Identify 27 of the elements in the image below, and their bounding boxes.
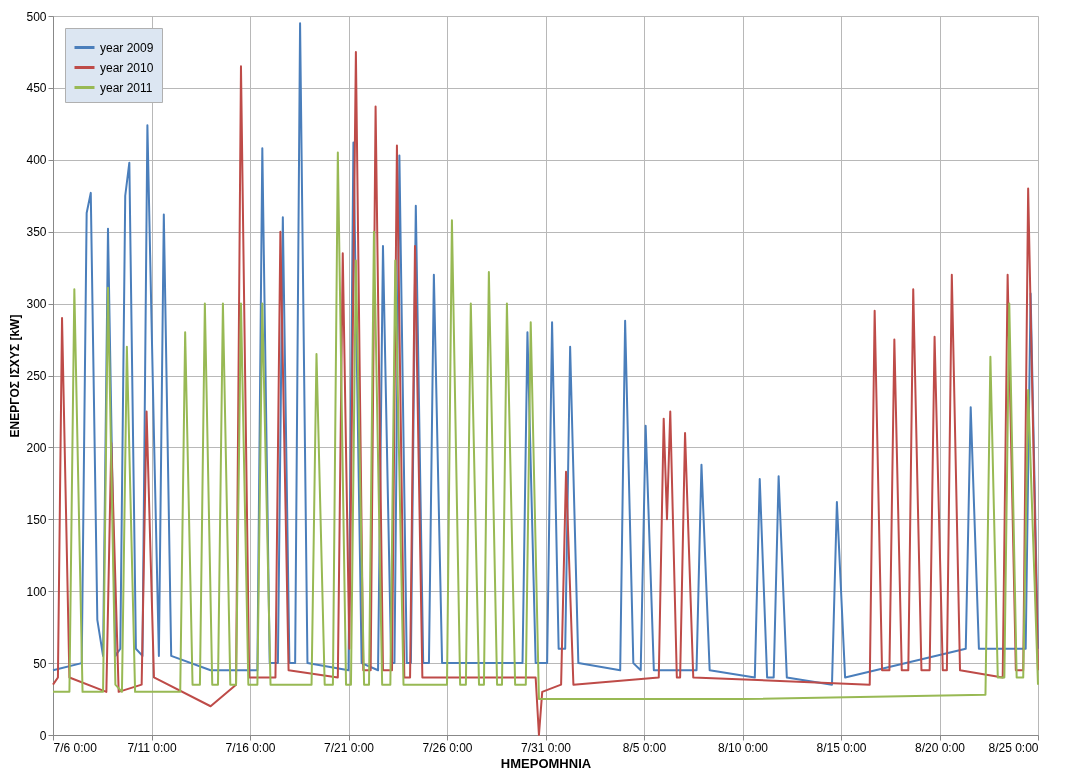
x-tick-label: 8/15 0:00 — [816, 740, 867, 755]
x-tick-label: 7/26 0:00 — [422, 740, 473, 755]
y-tick-label: 0 — [39, 728, 47, 743]
y-tick-label: 500 — [26, 9, 47, 24]
x-tick-label: 8/20 0:00 — [914, 740, 966, 755]
x-tick-label: 8/5 0:00 — [622, 740, 667, 755]
legend-label: year 2011 — [100, 80, 153, 95]
x-tick-label: 7/21 0:00 — [323, 740, 375, 755]
x-tick-label: 8/25 0:00 — [988, 740, 1039, 755]
y-tick-label: 200 — [26, 440, 47, 455]
y-tick-label: 100 — [26, 584, 47, 599]
x-tick-label: 7/16 0:00 — [225, 740, 276, 755]
y-tick-label: 250 — [26, 369, 47, 383]
y-tick-label: 150 — [26, 512, 47, 527]
y-tick-label: 400 — [26, 153, 47, 168]
x-axis-title: ΗΜΕΡΟΜΗΝΙΑ — [500, 755, 592, 771]
legend-label: year 2010 — [100, 60, 154, 75]
y-tick-label: 50 — [33, 656, 47, 671]
legend-label: year 2009 — [100, 40, 154, 55]
y-axis-title: ΕΝΕΡΓΟΣ ΙΣΧΥΣ [kW] — [8, 314, 23, 438]
x-tick-label: 7/11 0:00 — [127, 740, 177, 755]
y-tick-label: 300 — [26, 297, 47, 312]
x-tick-label: 7/6 0:00 — [53, 740, 98, 755]
x-tick-label: 8/10 0:00 — [717, 740, 769, 755]
y-tick-label: 350 — [26, 225, 47, 240]
x-tick-label: 7/31 0:00 — [520, 740, 572, 755]
y-tick-label: 450 — [26, 81, 47, 96]
